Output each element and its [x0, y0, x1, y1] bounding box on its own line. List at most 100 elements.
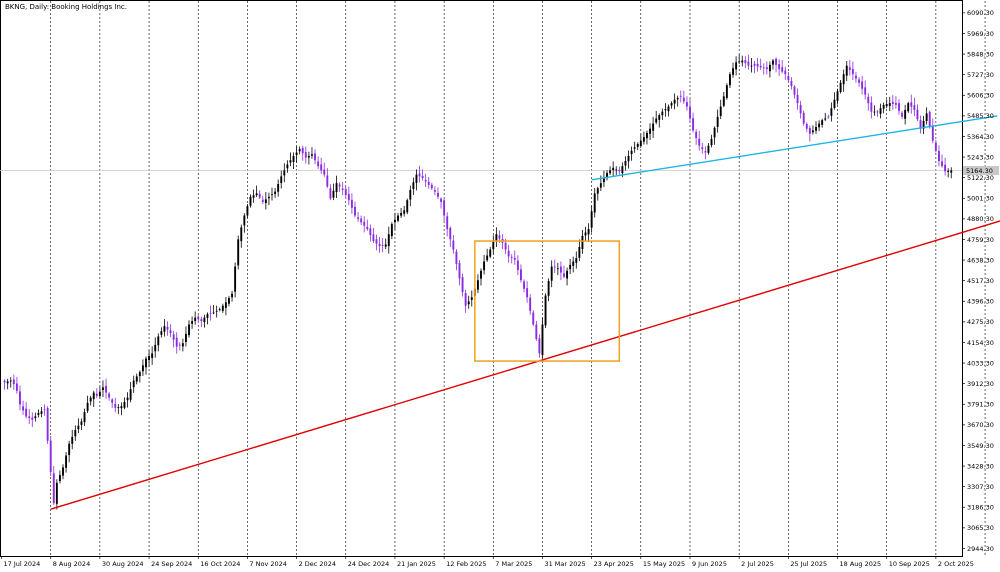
candle	[790, 77, 793, 90]
candle-body	[646, 132, 648, 139]
candle-body	[811, 130, 814, 133]
candle	[845, 60, 848, 82]
candle-body	[206, 314, 209, 318]
y-tick-label: 5848.30	[967, 50, 994, 58]
candle	[772, 59, 774, 70]
y-tick-label: 4638.30	[967, 256, 994, 264]
candle-body	[882, 104, 885, 109]
candle	[870, 96, 873, 119]
range-rectangle	[474, 240, 621, 362]
candle-body	[71, 436, 74, 444]
candle-body	[461, 277, 464, 293]
candle-body	[184, 333, 187, 343]
time-axis: 17 Jul 2024 8 Aug 2024 30 Aug 2024 24 Sep 2…	[1, 556, 974, 568]
candle	[292, 152, 295, 170]
candle	[815, 121, 817, 134]
candle-body	[756, 63, 759, 67]
candle-body	[295, 152, 298, 156]
candle	[114, 397, 117, 413]
y-tick-label: 3065.30	[967, 524, 994, 532]
candle-body	[126, 397, 129, 401]
candle-body	[332, 190, 335, 198]
x-tick-label: 7 Nov 2024	[249, 560, 287, 568]
candle	[667, 104, 670, 117]
candle-body	[255, 193, 258, 196]
candle	[175, 332, 178, 354]
candle	[664, 103, 667, 117]
candle-body	[151, 353, 154, 358]
candle	[722, 91, 725, 108]
candle	[240, 224, 243, 248]
candle-body	[676, 98, 679, 100]
resistance-trendline	[591, 115, 998, 181]
candle	[249, 194, 252, 208]
candle-body	[790, 81, 793, 87]
candle-body	[237, 239, 240, 266]
candle-body	[839, 82, 842, 92]
candle	[3, 379, 6, 390]
y-tick-label: 4154.30	[967, 339, 994, 347]
candle	[372, 227, 375, 244]
price-tag	[963, 166, 999, 176]
candle-body	[175, 337, 178, 347]
candle	[354, 201, 356, 218]
candle-body	[787, 75, 790, 81]
candle	[178, 342, 181, 351]
candle-body	[188, 324, 190, 336]
candle-body	[609, 170, 612, 174]
candle-body	[894, 102, 897, 105]
candle-body	[922, 121, 925, 129]
x-tick-label: 17 Jul 2024	[4, 560, 41, 568]
candle	[455, 249, 458, 271]
candle	[590, 205, 593, 233]
y-tick-label: 3307.30	[967, 483, 994, 491]
candle-body	[264, 199, 267, 204]
candle-body	[888, 103, 891, 107]
candle-body	[575, 258, 578, 263]
candle	[907, 101, 910, 113]
candlestick-series	[3, 54, 953, 510]
candle-body	[855, 75, 857, 79]
candle	[719, 99, 722, 120]
price-tag-label: 5164.30	[966, 167, 993, 175]
candle	[218, 307, 221, 312]
candle	[827, 114, 830, 119]
candle-body	[111, 399, 114, 403]
candle-body	[191, 321, 194, 324]
candle	[489, 246, 492, 259]
candle-body	[449, 227, 452, 240]
candle	[55, 479, 58, 510]
candle	[609, 166, 612, 175]
candle-body	[393, 219, 396, 223]
candle-body	[925, 113, 928, 122]
candle-body	[160, 331, 163, 335]
y-tick-label: 5001.30	[967, 195, 994, 203]
candle-body	[667, 106, 670, 112]
candle-body	[52, 473, 55, 504]
candle	[129, 381, 132, 403]
candle-body	[480, 270, 482, 279]
y-tick-label: 3549.30	[967, 442, 994, 450]
candle	[541, 317, 544, 359]
x-tick-label: 31 Mar 2025	[544, 560, 585, 568]
candle	[784, 66, 787, 81]
x-tick-label: 30 Aug 2024	[102, 560, 144, 568]
candle	[520, 264, 522, 283]
candle-body	[802, 112, 805, 124]
candle-body	[430, 184, 433, 189]
y-tick-label: 6090.30	[967, 9, 994, 17]
candle-body	[719, 106, 722, 116]
candle-body	[655, 118, 658, 123]
candle-body	[234, 266, 237, 292]
candle	[796, 88, 799, 110]
candle	[818, 120, 821, 132]
candle	[762, 63, 765, 75]
candle	[655, 110, 658, 125]
candle	[882, 102, 885, 114]
candle-body	[679, 95, 682, 97]
candle-body	[848, 67, 851, 70]
candle-body	[344, 188, 347, 196]
candle	[781, 60, 784, 74]
candle	[612, 161, 615, 177]
